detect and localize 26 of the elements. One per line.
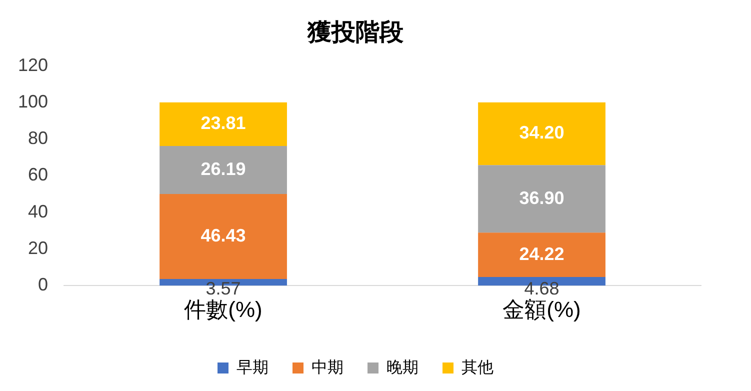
y-tick-label: 0 xyxy=(38,274,48,295)
legend-label: 晚期 xyxy=(386,358,418,376)
bar xyxy=(478,165,606,233)
y-tick-label: 40 xyxy=(28,201,48,222)
y-tick-label: 20 xyxy=(28,238,48,258)
legend-label: 早期 xyxy=(236,358,268,376)
data-label: 26.19 xyxy=(200,159,246,179)
bar xyxy=(478,102,606,166)
data-label: 46.43 xyxy=(200,226,246,246)
bar xyxy=(160,146,287,194)
data-label: 24.22 xyxy=(519,244,564,264)
data-label: 23.81 xyxy=(200,113,246,134)
y-tick-label: 100 xyxy=(18,91,48,112)
data-label: 34.20 xyxy=(519,122,564,143)
y-tick-label: 60 xyxy=(28,164,48,185)
legend-label: 其他 xyxy=(462,358,494,376)
bar xyxy=(478,232,606,278)
data-label: 36.90 xyxy=(519,188,564,208)
chart-title: 獲投階段 xyxy=(306,19,404,46)
bar xyxy=(160,102,287,146)
x-tick-label: 金額(%) xyxy=(502,296,581,322)
legend-label: 中期 xyxy=(312,358,344,376)
y-tick-label: 120 xyxy=(18,54,48,75)
bar xyxy=(160,194,287,280)
x-tick-label: 件數(%) xyxy=(184,296,262,322)
y-tick-label: 80 xyxy=(28,128,48,148)
